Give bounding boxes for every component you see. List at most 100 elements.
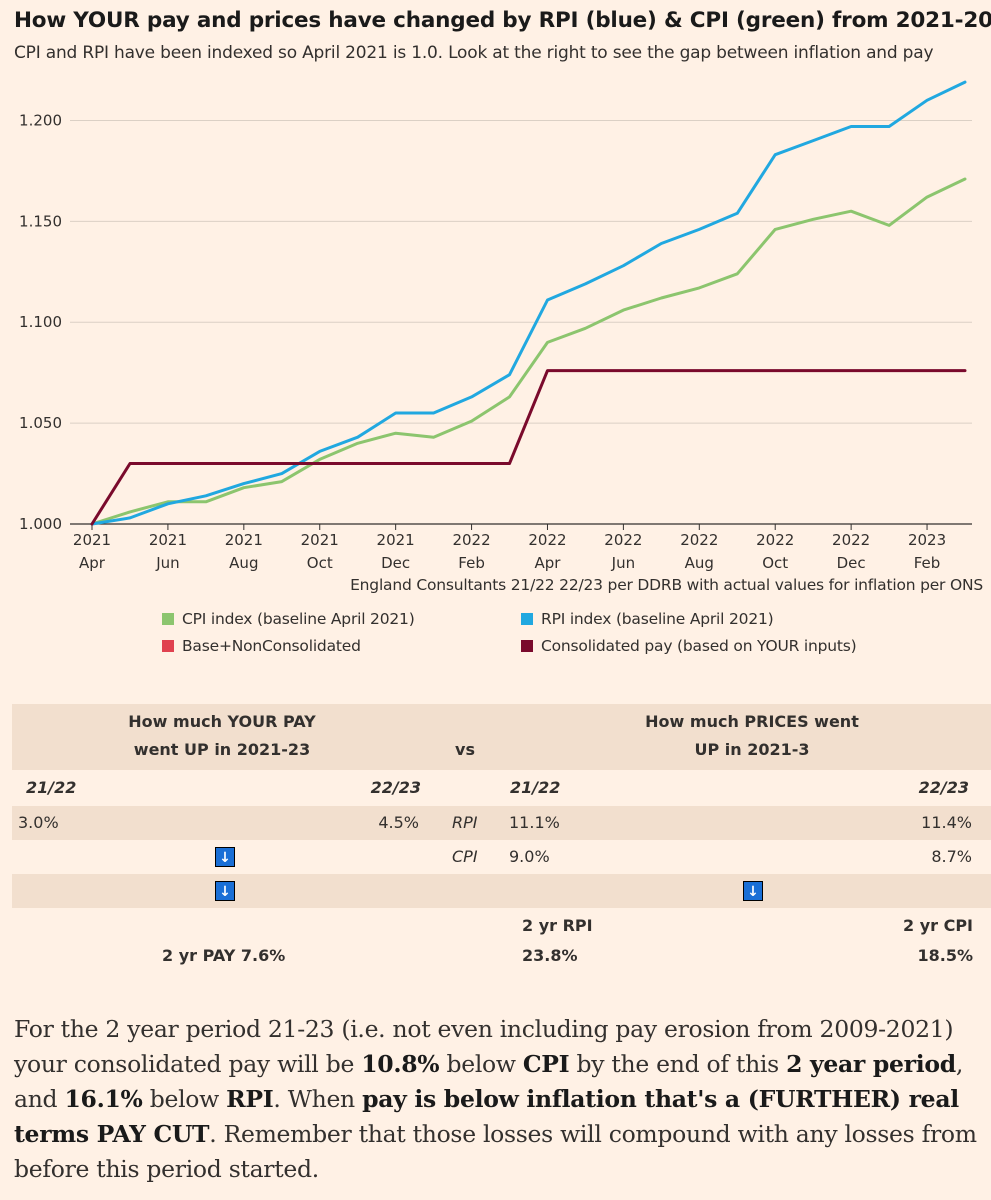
x-tick-label-year: 2021 xyxy=(225,531,263,549)
pay-header: How much YOUR PAY went UP in 2021-23 xyxy=(112,708,332,764)
prices-header-line1: How much PRICES went xyxy=(645,712,859,731)
pay-col-2122: 21/22 xyxy=(26,778,77,797)
legend-item-consolidated[interactable]: Consolidated pay (based on YOUR inputs) xyxy=(521,637,857,655)
table-row-totals: 2 yr RPI 2 yr CPI 2 yr PAY 7.6% 23.8% 18… xyxy=(12,908,991,970)
x-tick-label-month: Jun xyxy=(155,554,179,572)
legend-label-cpi: CPI index (baseline April 2021) xyxy=(182,610,415,628)
summary-bold: RPI xyxy=(226,1085,274,1113)
pay-col-2223: 22/23 xyxy=(370,778,421,797)
summary-bold: CPI xyxy=(522,1050,570,1078)
x-tick-label-year: 2023 xyxy=(908,531,946,549)
series-line-cpi xyxy=(90,177,967,526)
summary-bold: pay is below inflation that's a (FURTHER… xyxy=(14,1085,959,1148)
x-tick-label-year: 2022 xyxy=(604,531,642,549)
summary-text: by the end of this xyxy=(569,1050,787,1078)
summary-bold: 10.8% xyxy=(361,1050,440,1078)
x-tick-label-year: 2022 xyxy=(756,531,794,549)
summary-text: below xyxy=(439,1050,523,1078)
x-tick-label-month: Feb xyxy=(914,554,941,572)
x-tick-label-year: 2022 xyxy=(452,531,490,549)
chart-source-note: England Consultants 21/22 22/23 per DDRB… xyxy=(350,576,983,594)
x-tick-label-year: 2021 xyxy=(301,531,339,549)
cpi-value-2223: 8.7% xyxy=(931,847,972,866)
summary-paragraph: For the 2 year period 21-23 (i.e. not ev… xyxy=(14,1012,982,1187)
y-tick-label: 1.100 xyxy=(19,313,62,331)
x-tick-label-month: Aug xyxy=(685,554,714,572)
summary-text: below xyxy=(142,1085,227,1113)
legend-swatch-rpi xyxy=(521,613,533,625)
price-col-2223: 22/23 xyxy=(918,778,969,797)
pay-vs-prices-table: How much YOUR PAY went UP in 2021-23 vs … xyxy=(12,704,991,970)
summary-text: , and xyxy=(14,1050,964,1113)
chart-legend: CPI index (baseline April 2021) RPI inde… xyxy=(0,610,991,660)
table-row-arrows: ↓ ↓ xyxy=(12,874,991,908)
x-tick-label-month: Oct xyxy=(762,554,788,572)
y-tick-label: 1.200 xyxy=(19,111,62,129)
x-tick-label-year: 2021 xyxy=(377,531,415,549)
x-tick-label-year: 2021 xyxy=(149,531,187,549)
rpi-label: RPI xyxy=(452,813,478,832)
x-tick-label-year: 2022 xyxy=(680,531,718,549)
legend-item-rpi[interactable]: RPI index (baseline April 2021) xyxy=(521,610,774,628)
pay-value-2223: 4.5% xyxy=(378,813,419,832)
x-tick-label-year: 2021 xyxy=(73,531,111,549)
series-lines xyxy=(90,80,967,526)
series-line-consolidated xyxy=(90,369,967,526)
x-tick-label-month: Apr xyxy=(79,554,106,572)
cpi-label: CPI xyxy=(452,847,478,866)
two-yr-rpi-label: 2 yr RPI xyxy=(522,916,593,935)
pay-header-line1: How much YOUR PAY xyxy=(128,712,316,731)
down-arrow-icon: ↓ xyxy=(215,881,235,901)
series-line-rpi xyxy=(90,80,967,526)
chart-subtitle: CPI and RPI have been indexed so April 2… xyxy=(14,43,934,63)
legend-label-rpi: RPI index (baseline April 2021) xyxy=(541,610,774,628)
x-tick-label-month: Feb xyxy=(458,554,485,572)
legend-swatch-consolidated xyxy=(521,640,533,652)
legend-label-base-nonconsolidated: Base+NonConsolidated xyxy=(182,637,361,655)
x-tick-label-year: 2022 xyxy=(528,531,566,549)
legend-label-consolidated: Consolidated pay (based on YOUR inputs) xyxy=(541,637,857,655)
summary-text: For the 2 year period 21-23 (i.e. not ev… xyxy=(14,1015,954,1078)
down-arrow-icon: ↓ xyxy=(743,881,763,901)
table-row-period-headers: 21/22 22/23 21/22 22/23 xyxy=(12,770,991,806)
pay-value-2122: 3.0% xyxy=(18,813,59,832)
summary-text: . When xyxy=(273,1085,363,1113)
axes: 1.000 1.050 1.100 1.150 1.200 2021 Apr 2021 Jun 2… xyxy=(19,111,972,572)
table-row-rpi: 3.0% 4.5% RPI 11.1% 11.4% xyxy=(12,806,991,840)
down-arrow-icon: ↓ xyxy=(215,847,235,867)
two-yr-rpi-value: 23.8% xyxy=(522,946,578,965)
x-tick-label-month: Oct xyxy=(307,554,333,572)
x-tick-label-month: Dec xyxy=(381,554,410,572)
chart-title: How YOUR pay and prices have changed by … xyxy=(14,8,991,33)
legend-swatch-base-nonconsolidated xyxy=(162,640,174,652)
cpi-value-2122: 9.0% xyxy=(509,847,550,866)
prices-header-line2: UP in 2021-3 xyxy=(694,740,810,759)
y-tick-label: 1.150 xyxy=(19,212,62,230)
summary-bold: 2 year period xyxy=(786,1050,956,1078)
legend-item-base-nonconsolidated[interactable]: Base+NonConsolidated xyxy=(162,637,361,655)
gridlines xyxy=(70,119,972,424)
two-yr-cpi-label: 2 yr CPI xyxy=(902,916,973,935)
y-tick-label: 1.050 xyxy=(19,414,62,432)
x-tick-label-year: 2022 xyxy=(832,531,870,549)
table-row-cpi: ↓ CPI 9.0% 8.7% xyxy=(12,840,991,874)
x-tick-label-month: Jun xyxy=(611,554,635,572)
summary-bold: 16.1% xyxy=(64,1085,143,1113)
two-yr-pay: 2 yr PAY 7.6% xyxy=(162,946,286,965)
two-yr-cpi-value: 18.5% xyxy=(917,946,973,965)
line-chart: 1.000 1.050 1.100 1.150 1.200 2021 Apr 2021 Jun 2… xyxy=(19,80,972,572)
x-tick-label-month: Dec xyxy=(837,554,866,572)
price-col-2122: 21/22 xyxy=(510,778,561,797)
legend-swatch-cpi xyxy=(162,613,174,625)
prices-header: How much PRICES went UP in 2021-3 xyxy=(632,708,872,764)
x-tick-label-month: Apr xyxy=(535,554,562,572)
pay-header-line2: went UP in 2021-23 xyxy=(133,740,311,759)
table-header-row: How much YOUR PAY went UP in 2021-23 vs … xyxy=(12,704,991,770)
y-tick-label: 1.000 xyxy=(19,515,62,533)
rpi-value-2223: 11.4% xyxy=(921,813,972,832)
vs-label: vs xyxy=(455,740,475,759)
rpi-value-2122: 11.1% xyxy=(509,813,560,832)
x-tick-label-month: Aug xyxy=(229,554,258,572)
legend-item-cpi[interactable]: CPI index (baseline April 2021) xyxy=(162,610,415,628)
summary-text: . Remember that those losses will compou… xyxy=(14,1120,977,1183)
